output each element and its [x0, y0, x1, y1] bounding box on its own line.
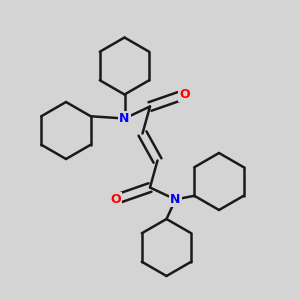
Text: N: N — [119, 112, 130, 125]
Text: O: O — [110, 193, 121, 206]
Text: N: N — [170, 193, 181, 206]
Text: O: O — [179, 88, 190, 101]
